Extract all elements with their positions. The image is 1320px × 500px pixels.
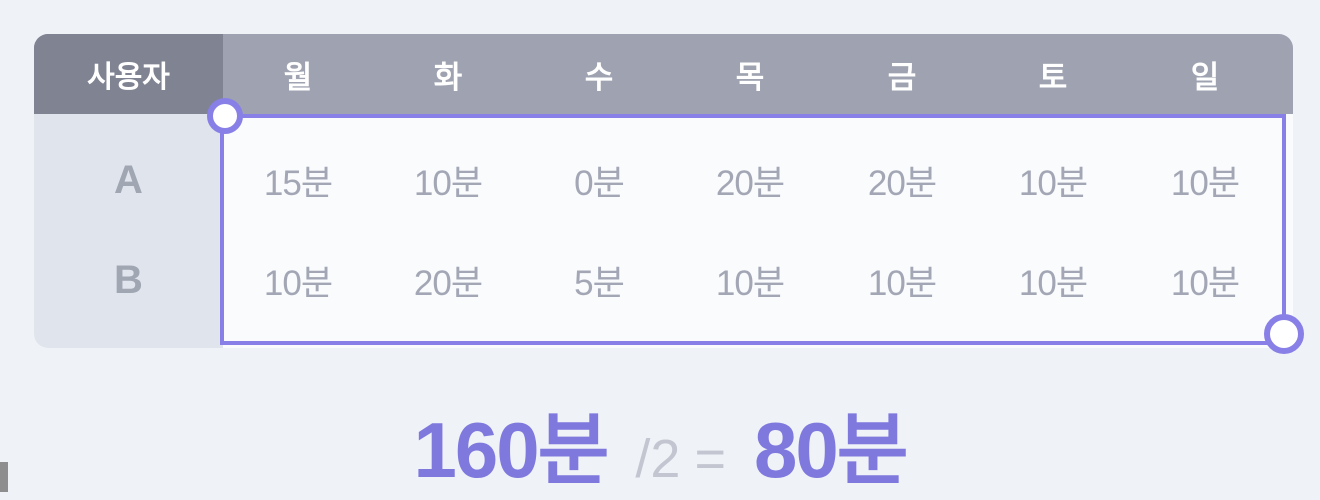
- header-user: 사용자: [34, 34, 223, 114]
- header-day-fri: 금: [887, 59, 917, 96]
- cell-b-sat[interactable]: 10분: [1018, 263, 1088, 303]
- formula-equals: =: [694, 429, 726, 489]
- cell-a-sat[interactable]: 10분: [1018, 163, 1088, 203]
- cell-a-sun[interactable]: 10분: [1170, 163, 1240, 203]
- cell-a-thu[interactable]: 20분: [715, 163, 785, 203]
- selection-handle-top-left[interactable]: [207, 98, 243, 134]
- user-column: A B: [34, 114, 223, 348]
- formula-result: 80분: [753, 406, 909, 494]
- schedule-table: 사용자 월 화 수 목 금 토 일 A B 15분 10분 0분 20분 20분…: [34, 34, 1293, 348]
- selection-handle-bottom-right[interactable]: [1264, 314, 1304, 354]
- cell-b-wed[interactable]: 5분: [574, 263, 625, 303]
- header-day-mon: 월: [283, 59, 313, 96]
- average-formula: 160분 /2 = 80분: [0, 388, 1320, 494]
- user-label-a: A: [114, 157, 143, 202]
- formula-total: 160분: [413, 406, 609, 494]
- cell-a-mon[interactable]: 15분: [263, 163, 333, 203]
- header-day-tue: 화: [433, 59, 463, 96]
- cell-b-fri[interactable]: 10분: [867, 263, 937, 303]
- header-day-sun: 일: [1190, 59, 1220, 96]
- header-day-thu: 목: [735, 59, 765, 96]
- header-day-wed: 수: [584, 59, 614, 96]
- formula-divisor: /2: [635, 429, 681, 489]
- cell-b-mon[interactable]: 10분: [263, 263, 333, 303]
- window-edge-mark: [0, 462, 8, 492]
- cell-b-thu[interactable]: 10분: [715, 263, 785, 303]
- cell-a-wed[interactable]: 0분: [574, 163, 625, 203]
- cell-b-sun[interactable]: 10분: [1170, 263, 1240, 303]
- cell-b-tue[interactable]: 20분: [413, 263, 483, 303]
- cell-a-fri[interactable]: 20분: [867, 163, 937, 203]
- user-label-b: B: [114, 257, 143, 302]
- table-header: 사용자 월 화 수 목 금 토 일: [34, 34, 1293, 114]
- header-day-sat: 토: [1038, 59, 1068, 96]
- cell-a-tue[interactable]: 10분: [413, 163, 483, 203]
